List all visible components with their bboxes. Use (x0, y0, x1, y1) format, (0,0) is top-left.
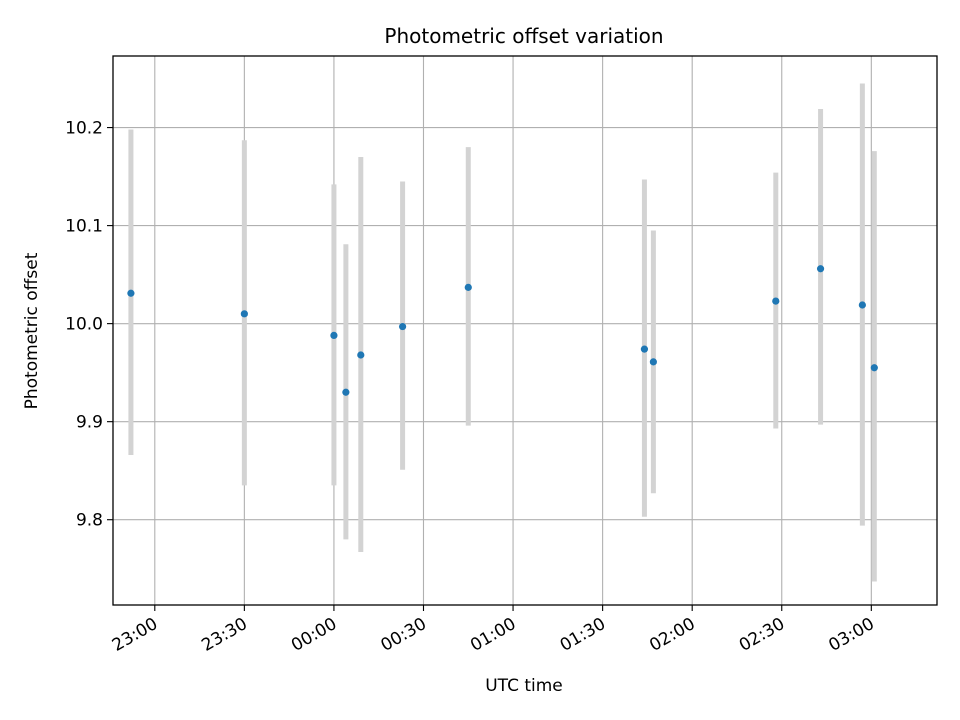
x-tick-label: 23:00 (109, 614, 161, 656)
x-tick-label: 23:30 (198, 614, 250, 656)
y-tick-label: 10.2 (65, 119, 103, 139)
data-point (398, 322, 407, 331)
plot-frame (112, 55, 938, 606)
data-point (816, 265, 825, 273)
y-axis-ticks: 9.8 9.9 10.0 10.1 10.2 (65, 119, 113, 531)
y-axis-title: Photometric offset (22, 252, 42, 409)
x-tick-label: 02:00 (646, 614, 698, 656)
error-bars (128, 83, 877, 582)
x-tick-label: 01:30 (557, 614, 609, 656)
x-axis-ticks: 23:00 23:30 00:00 00:30 01:00 01:30 02:00 02:30… (109, 605, 878, 656)
x-tick-label: 01:00 (467, 614, 519, 656)
x-tick-label: 03:00 (825, 614, 877, 656)
data-point (464, 283, 472, 291)
data-point (640, 345, 649, 353)
data-point (342, 388, 350, 396)
y-tick-label: 10.0 (65, 315, 103, 335)
y-tick-label: 10.1 (65, 217, 103, 237)
data-point (127, 289, 135, 297)
y-tick-label: 9.8 (76, 511, 103, 531)
x-tick-label: 02:30 (736, 614, 788, 656)
x-axis-title: UTC time (485, 676, 563, 696)
x-tick-label: 00:30 (378, 614, 430, 656)
x-tick-label: 00:00 (288, 614, 340, 656)
data-point (357, 351, 365, 359)
data-point (330, 331, 338, 340)
data-point (858, 301, 866, 309)
grid-lines (113, 56, 937, 605)
data-point (772, 297, 780, 305)
y-tick-label: 9.9 (76, 413, 103, 433)
data-points (127, 265, 878, 396)
chart-title: Photometric offset variation (384, 24, 663, 48)
data-point (649, 358, 657, 366)
data-point (870, 364, 878, 372)
data-point (240, 310, 248, 318)
